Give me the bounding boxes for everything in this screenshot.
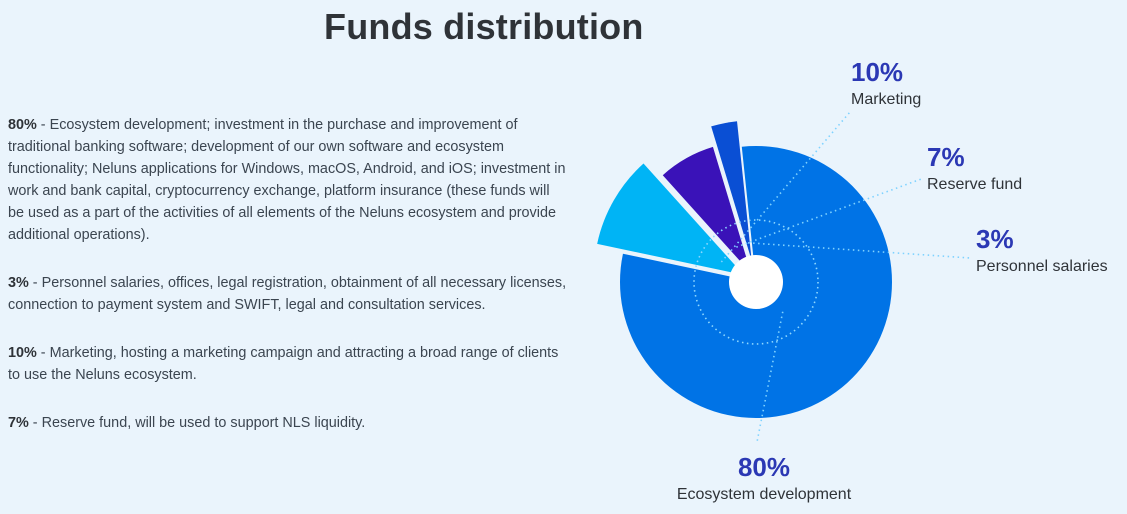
page-title: Funds distribution (324, 6, 644, 47)
description-text: - Personnel salaries, offices, legal reg… (8, 275, 567, 313)
pie-slice-marketing (597, 163, 744, 275)
slice-label-pct-salaries: 3% (976, 224, 1014, 254)
slice-label-name-marketing: Marketing (851, 91, 921, 108)
description-text: - Marketing, hosting a marketing campaig… (8, 345, 559, 383)
description-pct: 3% (8, 275, 29, 291)
description-item-salaries: 3% - Personnel salaries, offices, legal … (8, 272, 568, 316)
description-list: 80% - Ecosystem development; investment … (8, 114, 568, 460)
slice-label-pct-reserve: 7% (927, 142, 965, 172)
description-pct: 10% (8, 345, 37, 361)
description-item-ecosystem: 80% - Ecosystem development; investment … (8, 114, 568, 246)
slice-label-name-reserve: Reserve fund (927, 176, 1022, 193)
slice-label-pct-ecosystem: 80% (738, 452, 790, 482)
description-text: - Ecosystem development; investment in t… (8, 117, 566, 243)
slice-label-name-ecosystem: Ecosystem development (677, 486, 852, 503)
leader-lines (720, 111, 971, 443)
slice-label-pct-marketing: 10% (851, 57, 903, 87)
description-pct: 7% (8, 415, 29, 431)
description-item-reserve: 7% - Reserve fund, will be used to suppo… (8, 412, 568, 434)
pie-dotted-ring (693, 219, 819, 345)
leader-line-ecosystem (756, 311, 784, 443)
description-pct: 80% (8, 117, 37, 133)
description-text: - Reserve fund, will be used to support … (28, 415, 366, 431)
pie-slice-salaries (711, 121, 752, 261)
pie-slice-reserve (662, 146, 752, 274)
leader-line-salaries (748, 241, 971, 259)
slice-label-name-salaries: Personnel salaries (976, 258, 1108, 275)
description-item-marketing: 10% - Marketing, hosting a marketing cam… (8, 342, 568, 386)
pie-center-hole (729, 255, 783, 309)
